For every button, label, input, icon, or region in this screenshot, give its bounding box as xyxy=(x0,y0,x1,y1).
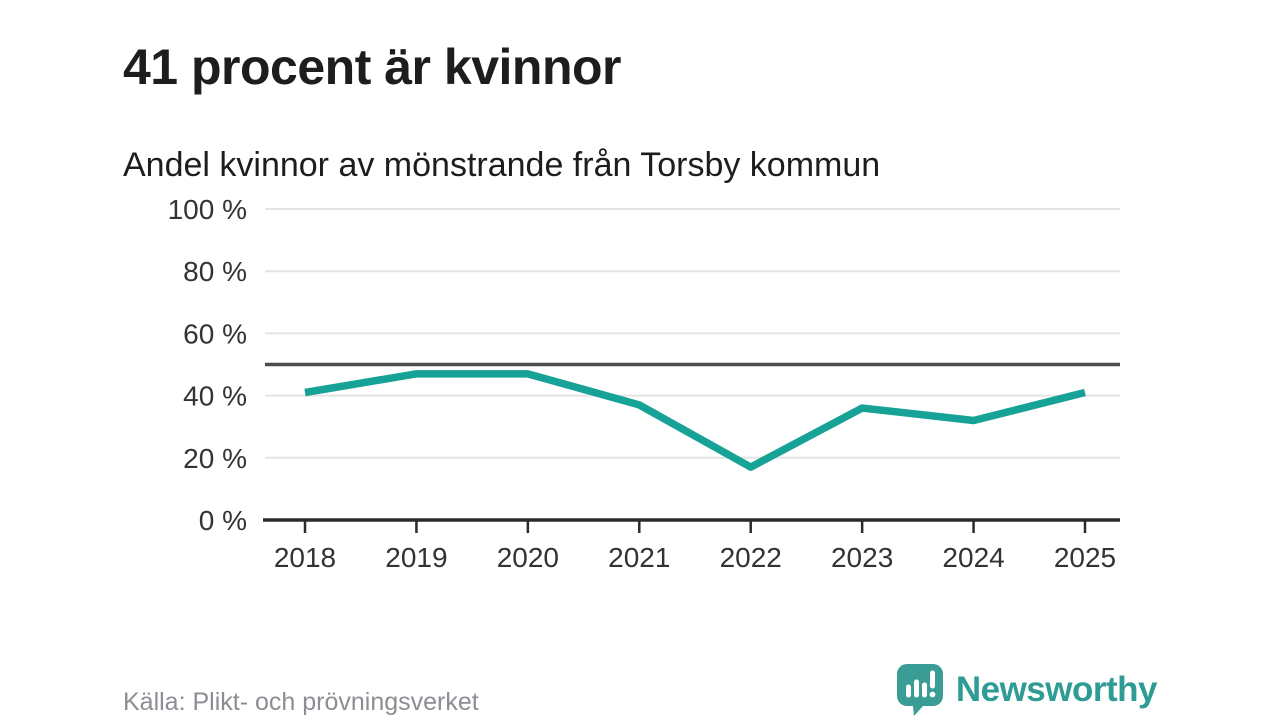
x-tick-label: 2022 xyxy=(720,542,782,573)
y-tick-label: 0 % xyxy=(199,505,247,536)
data-line xyxy=(304,370,1086,471)
x-tick-label: 2020 xyxy=(497,542,559,573)
line-chart-svg: 0 % 20 % 40 % 60 % 80 % 100 % 2018 2019 2020 2021… xyxy=(168,194,1120,573)
y-tick-label: 60 % xyxy=(183,318,247,349)
newsworthy-logo-icon xyxy=(896,664,943,716)
newsworthy-logo: Newsworthy xyxy=(895,664,1158,716)
x-tick-label: 2025 xyxy=(1054,542,1116,573)
x-tick-label: 2019 xyxy=(385,542,447,573)
x-tick-label: 2018 xyxy=(274,542,336,573)
page-title: 41 procent är kvinnor xyxy=(123,38,622,95)
line-chart: 0 % 20 % 40 % 60 % 80 % 100 % 2018 2019 2020 2021… xyxy=(0,185,1280,605)
y-tick-label: 80 % xyxy=(183,256,247,287)
speech-bubble-shape xyxy=(896,664,943,716)
x-tick-label: 2021 xyxy=(608,542,670,573)
y-tick-label: 100 % xyxy=(168,194,247,225)
chart-subtitle: Andel kvinnor av mönstrande från Torsby … xyxy=(123,146,881,185)
y-tick-label: 40 % xyxy=(183,381,247,412)
exclamation-dot xyxy=(929,691,936,698)
x-tick-label: 2023 xyxy=(831,542,893,573)
bar-chart-glyph xyxy=(905,670,935,698)
brand-name: Newsworthy xyxy=(955,670,1158,709)
y-tick-label: 20 % xyxy=(183,443,247,474)
x-tick-label: 2024 xyxy=(942,542,1004,573)
source-note: Källa: Plikt- och prövningsverket xyxy=(123,688,479,716)
